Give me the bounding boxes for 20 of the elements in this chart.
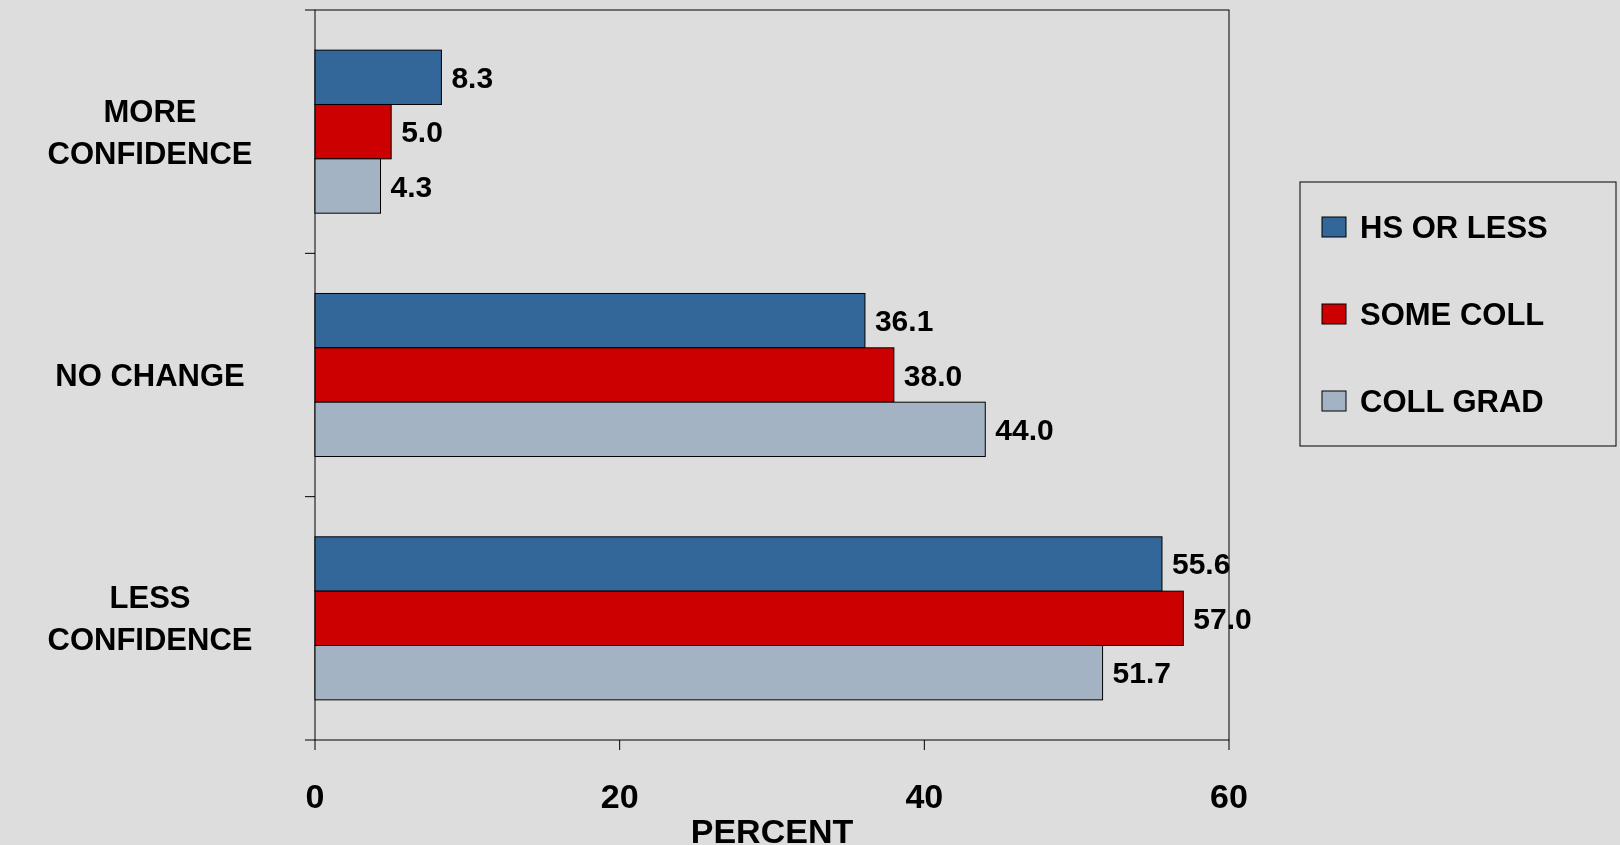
y-tick-label: NO CHANGE [55, 357, 245, 393]
x-axis-title: PERCENT [690, 811, 854, 845]
legend-label: SOME COLL [1360, 296, 1545, 332]
x-tick-label: 20 [600, 776, 639, 815]
data-label: 44.0 [995, 412, 1054, 446]
legend-label: HS OR LESS [1360, 209, 1548, 245]
y-tick-label: LESS CONFIDENCE [47, 580, 253, 658]
data-label: 8.3 [451, 60, 494, 94]
data-label: 38.0 [903, 358, 963, 392]
y-tick-label: MORE CONFIDENCE [47, 93, 253, 171]
data-label: 51.7 [1112, 656, 1171, 690]
data-label: 36.1 [874, 304, 934, 338]
x-tick-label: 60 [1210, 776, 1248, 815]
x-tick-label: 0 [305, 776, 325, 815]
x-tick-label: 40 [905, 776, 944, 815]
data-label: 5.0 [401, 115, 443, 149]
data-label: 4.3 [390, 169, 433, 203]
legend-label: COLL GRAD [1360, 383, 1544, 419]
data-label: 57.0 [1193, 601, 1252, 635]
data-label: 55.6 [1171, 547, 1231, 581]
